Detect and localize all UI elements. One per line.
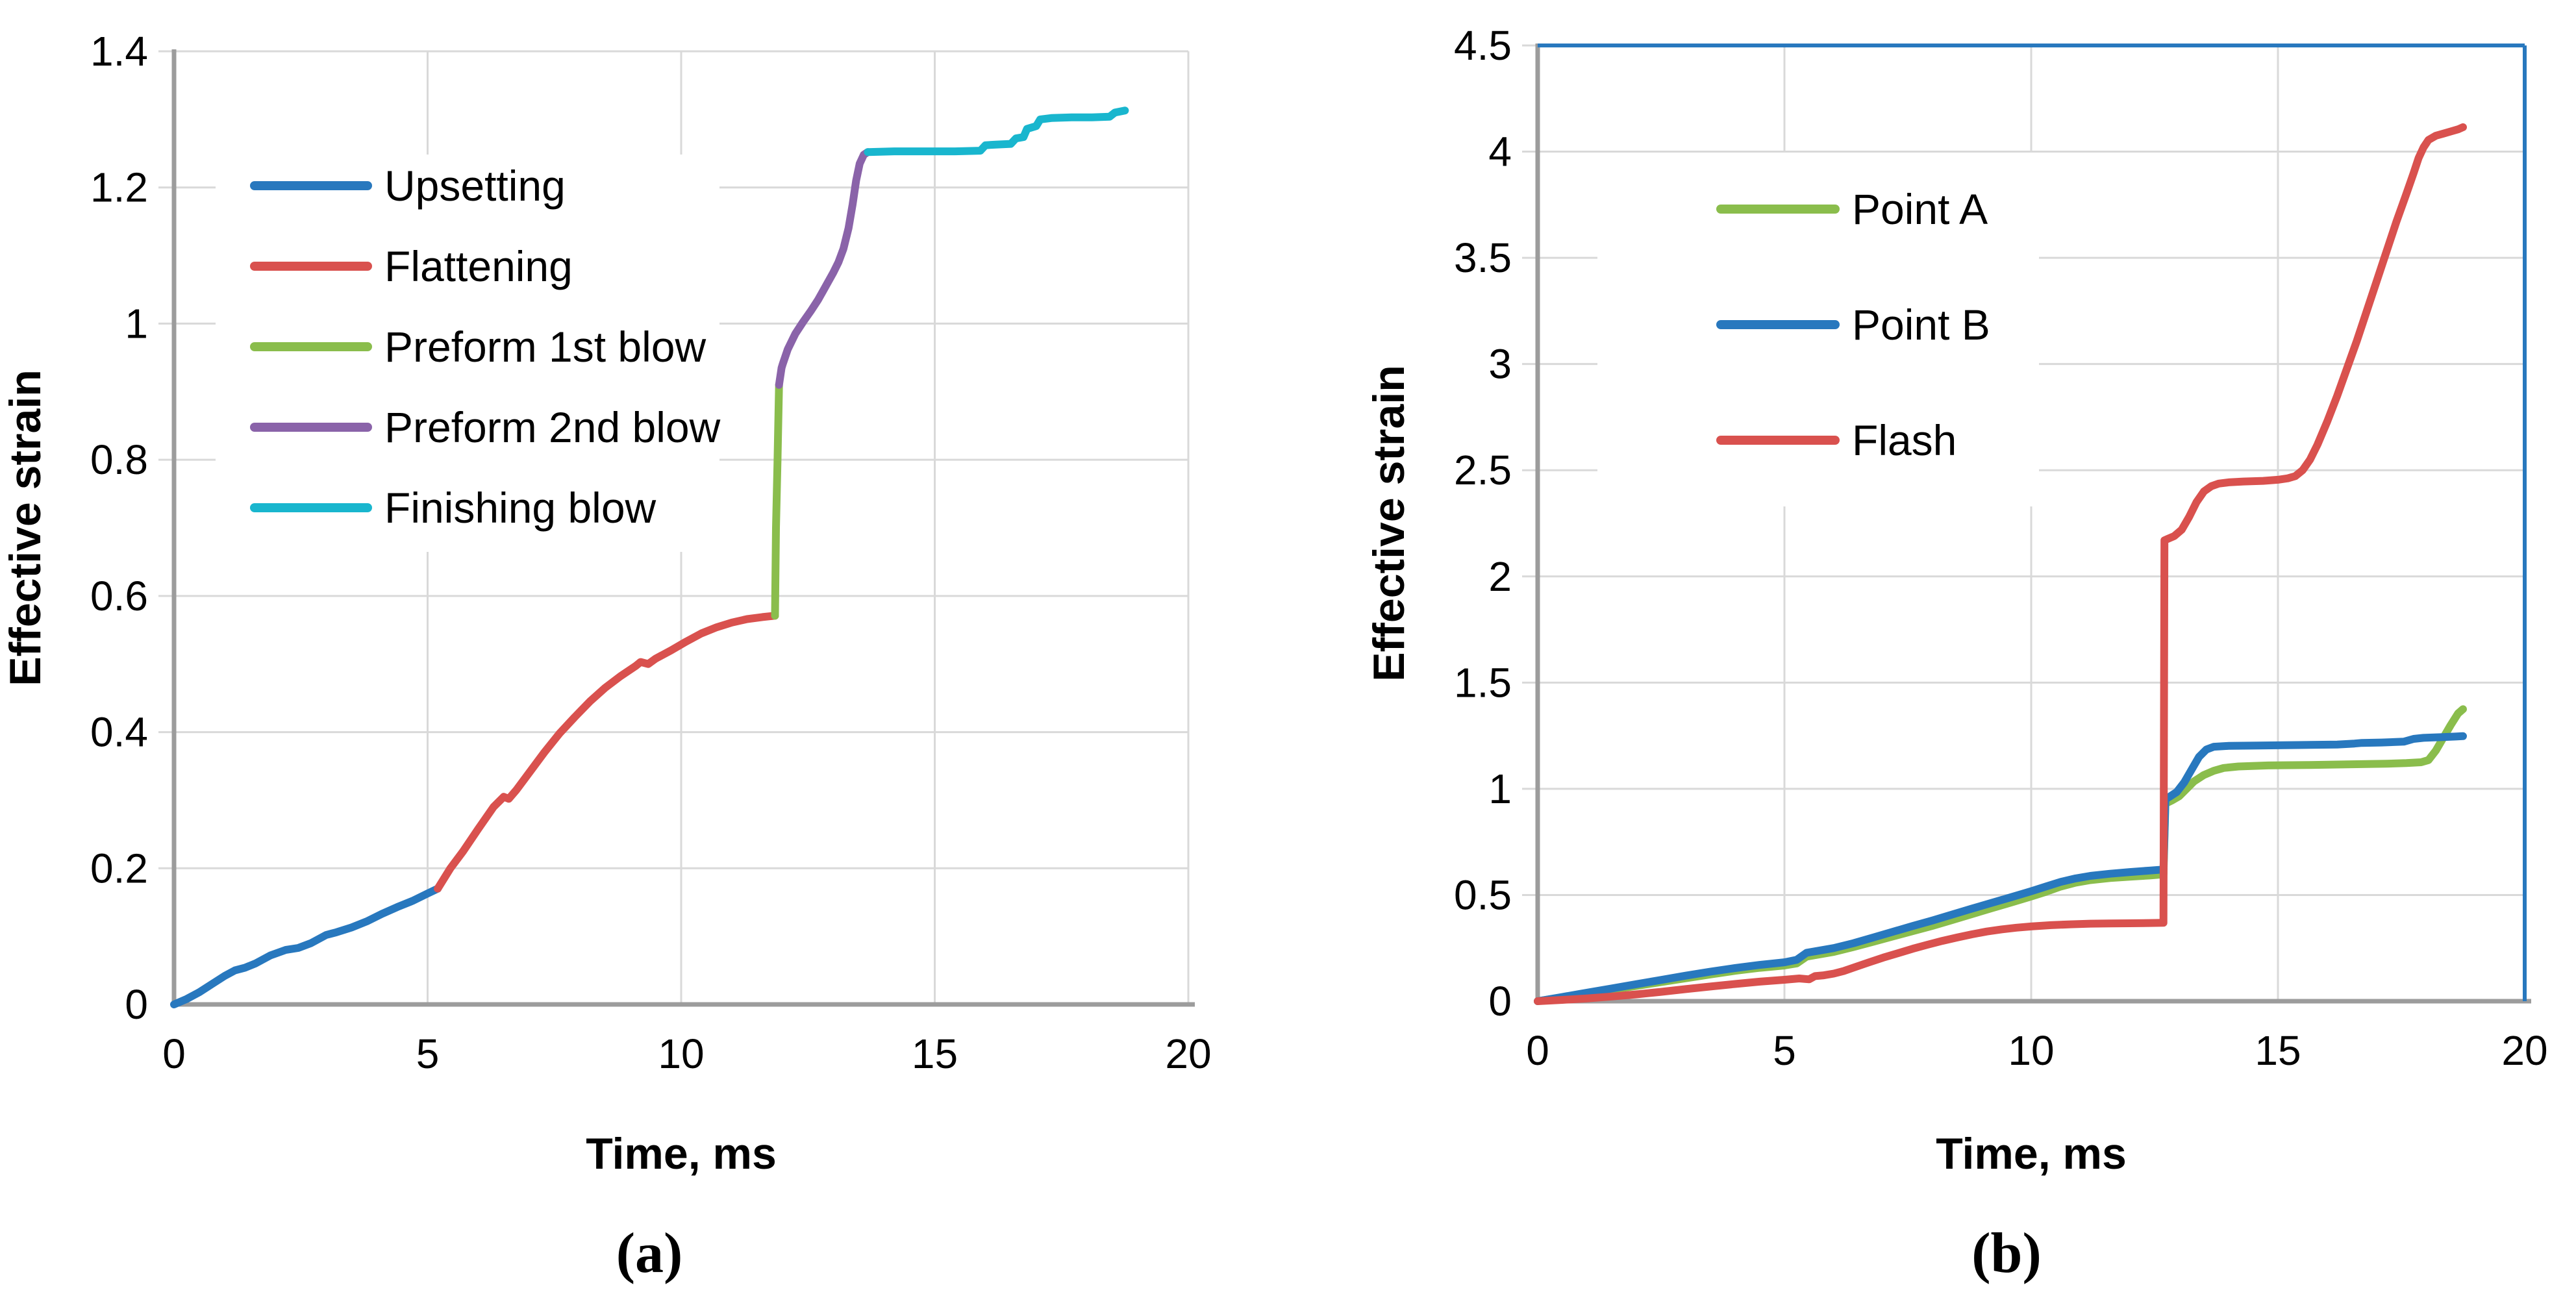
legend-item-upsetting: Upsetting bbox=[250, 162, 566, 210]
y-tick-label: 3.5 bbox=[1454, 234, 1512, 281]
x-tick-label: 20 bbox=[2501, 1027, 2547, 1074]
y-tick-label: 0 bbox=[125, 981, 148, 1028]
series-flattening bbox=[434, 612, 779, 893]
y-tick-label: 0 bbox=[1488, 978, 1512, 1025]
x-tick-label: 5 bbox=[1773, 1027, 1796, 1074]
series-group-b bbox=[1534, 123, 2467, 1005]
x-tick-label: 20 bbox=[1165, 1030, 1211, 1077]
legend-label-preform-2nd-blow: Preform 2nd blow bbox=[384, 403, 721, 451]
y-tick-label: 1 bbox=[1488, 766, 1512, 812]
caption-b: (b) bbox=[1971, 1222, 2042, 1285]
legend-item-preform-1st-blow: Preform 1st blow bbox=[250, 323, 706, 371]
legend-label-upsetting: Upsetting bbox=[384, 162, 566, 210]
x-tick-label: 10 bbox=[658, 1030, 704, 1077]
x-tick-label: 0 bbox=[162, 1030, 186, 1077]
y-tick-label: 0.4 bbox=[90, 709, 148, 756]
x-tick-label: 10 bbox=[2008, 1027, 2054, 1074]
y-tick-label: 0.2 bbox=[90, 845, 148, 891]
legend-item-flash: Flash bbox=[1716, 416, 1957, 464]
y-tick-label: 1.5 bbox=[1454, 659, 1512, 706]
y-tick-label: 2 bbox=[1488, 553, 1512, 600]
legend-item-flattening: Flattening bbox=[250, 242, 573, 290]
y-tick-label: 0.6 bbox=[90, 573, 148, 619]
series-flash bbox=[1534, 123, 2467, 1005]
legend-box bbox=[216, 155, 719, 552]
series-point-a bbox=[1534, 705, 2467, 1005]
series-finishing-blow bbox=[864, 106, 1129, 156]
x-tick-label: 15 bbox=[2255, 1027, 2301, 1074]
x-axis-title-b: Time, ms bbox=[1936, 1129, 2127, 1178]
y-tick-label: 4 bbox=[1488, 129, 1512, 175]
series-upsetting bbox=[170, 884, 442, 1008]
tick-labels-a: 0 0.2 0.4 0.6 0.8 1 1.2 1.4 0 5 10 15 20 bbox=[90, 28, 1212, 1077]
y-tick-label: 0.5 bbox=[1454, 871, 1512, 918]
legend-label-point-a: Point A bbox=[1852, 185, 1988, 233]
y-tick-label: 1.2 bbox=[90, 164, 148, 211]
y-tick-label: 0.8 bbox=[90, 436, 148, 483]
legend-label-finishing-blow: Finishing blow bbox=[384, 484, 657, 532]
x-tick-label: 15 bbox=[912, 1030, 958, 1077]
y-tick-label: 4.5 bbox=[1454, 22, 1512, 69]
legend-item-finishing-blow: Finishing blow bbox=[250, 484, 657, 532]
legend-label-flash: Flash bbox=[1852, 416, 1957, 464]
caption-a: (a) bbox=[616, 1222, 683, 1285]
series-group-a bbox=[170, 106, 1129, 1008]
series-preform-2nd-blow bbox=[775, 148, 872, 389]
chart-a: Upsetting Flattening Preform 1st blow Prefo… bbox=[1, 28, 1212, 1178]
x-axis-title-a: Time, ms bbox=[586, 1129, 777, 1178]
x-tick-label: 5 bbox=[416, 1030, 440, 1077]
series-preform-1st-blow bbox=[771, 380, 783, 620]
legend-b: Point A Point B Flash bbox=[1597, 153, 2039, 506]
legend-item-point-b: Point B bbox=[1716, 301, 1990, 349]
y-tick-label: 2.5 bbox=[1454, 447, 1512, 493]
legend-label-point-b: Point B bbox=[1852, 301, 1990, 349]
y-axis-title-b: Effective strain bbox=[1364, 365, 1414, 682]
y-tick-label: 1 bbox=[125, 300, 148, 347]
tick-labels-b: 0 0.5 1 1.5 2 2.5 3 3.5 4 4.5 0 5 10 15 20 bbox=[1454, 22, 2548, 1074]
y-tick-label: 3 bbox=[1488, 341, 1512, 388]
legend-a: Upsetting Flattening Preform 1st blow Prefo… bbox=[216, 155, 721, 552]
y-axis-title-a: Effective strain bbox=[1, 369, 50, 686]
y-tick-label: 1.4 bbox=[90, 28, 148, 75]
legend-label-flattening: Flattening bbox=[384, 242, 573, 290]
legend-item-point-a: Point A bbox=[1716, 185, 1988, 233]
legend-label-preform-1st-blow: Preform 1st blow bbox=[384, 323, 706, 371]
x-tick-label: 0 bbox=[1526, 1027, 1549, 1074]
legend-item-preform-2nd-blow: Preform 2nd blow bbox=[250, 403, 721, 451]
series-point-b bbox=[1534, 732, 2467, 1005]
